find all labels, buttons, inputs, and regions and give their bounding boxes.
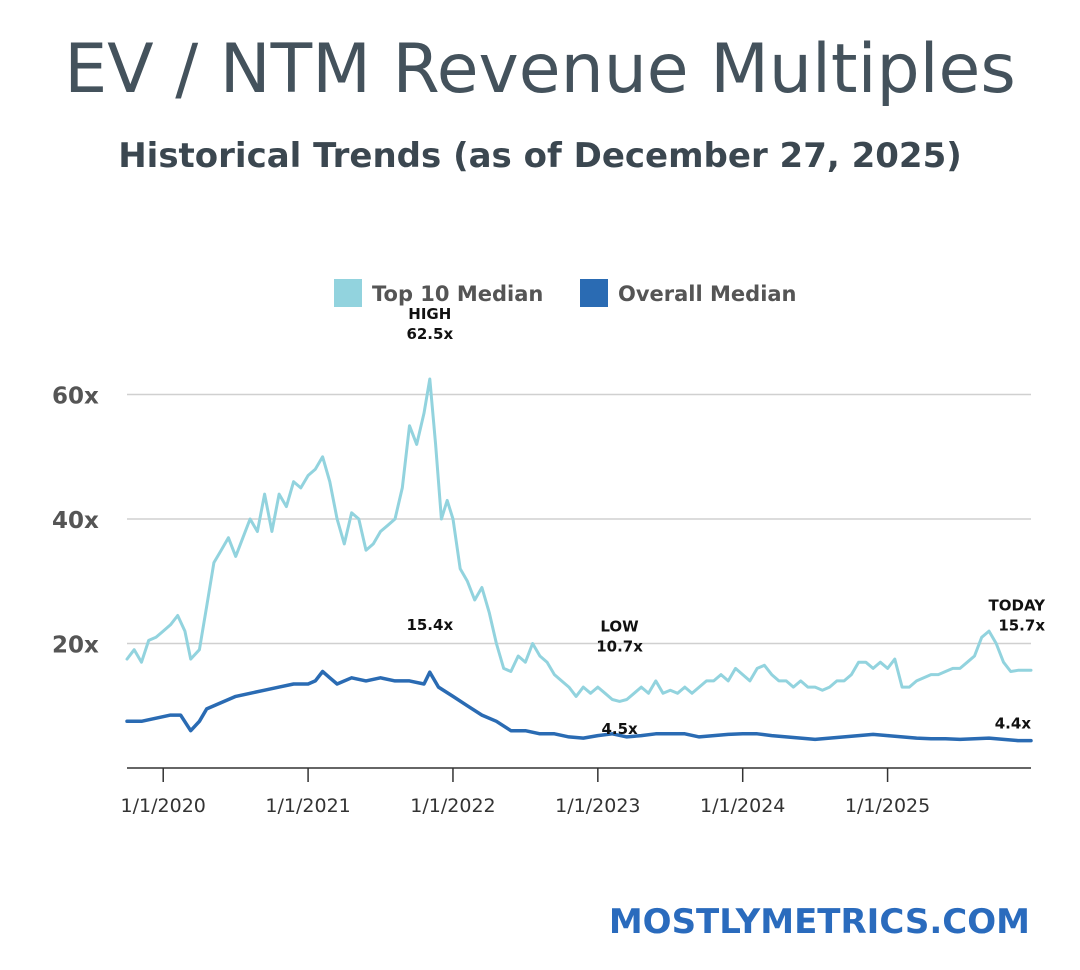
chart-subtitle: Historical Trends (as of December 27, 20…	[118, 136, 962, 176]
chart-title: EV / NTM Revenue Multiples	[64, 30, 1016, 109]
legend-overall-label: Overall Median	[618, 282, 797, 306]
x-tick-label: 1/1/2025	[845, 795, 930, 817]
annotation-label: 10.7x	[596, 637, 643, 655]
x-tick-label: 1/1/2020	[121, 795, 206, 817]
x-tick-label: 1/1/2022	[410, 795, 495, 817]
y-tick-label: 60x	[52, 384, 99, 410]
x-tick-label: 1/1/2024	[700, 795, 785, 817]
series-line-top10	[125, 377, 1033, 703]
annotation-label: HIGH	[408, 305, 451, 323]
annotation-label: TODAY	[989, 596, 1047, 614]
x-tick-label: 1/1/2023	[555, 795, 640, 817]
annotation-label: 62.5x	[406, 325, 453, 343]
y-tick-label: 40x	[52, 508, 99, 534]
series-line-overall	[125, 669, 1033, 743]
brand-watermark: MOSTLYMETRICS.COM	[608, 902, 1030, 942]
x-tick-label: 1/1/2021	[265, 795, 350, 817]
legend-top10-label: Top 10 Median	[372, 282, 543, 306]
annotation-label: 4.4x	[995, 715, 1032, 733]
annotation-label: 4.5x	[601, 720, 638, 738]
legend-top10-swatch	[334, 279, 362, 307]
legend-overall-swatch	[580, 279, 608, 307]
annotation-label: 15.7x	[998, 616, 1045, 634]
annotation-label: 15.4x	[406, 616, 453, 634]
y-tick-label: 20x	[52, 633, 99, 659]
annotation-label: LOW	[600, 617, 639, 635]
